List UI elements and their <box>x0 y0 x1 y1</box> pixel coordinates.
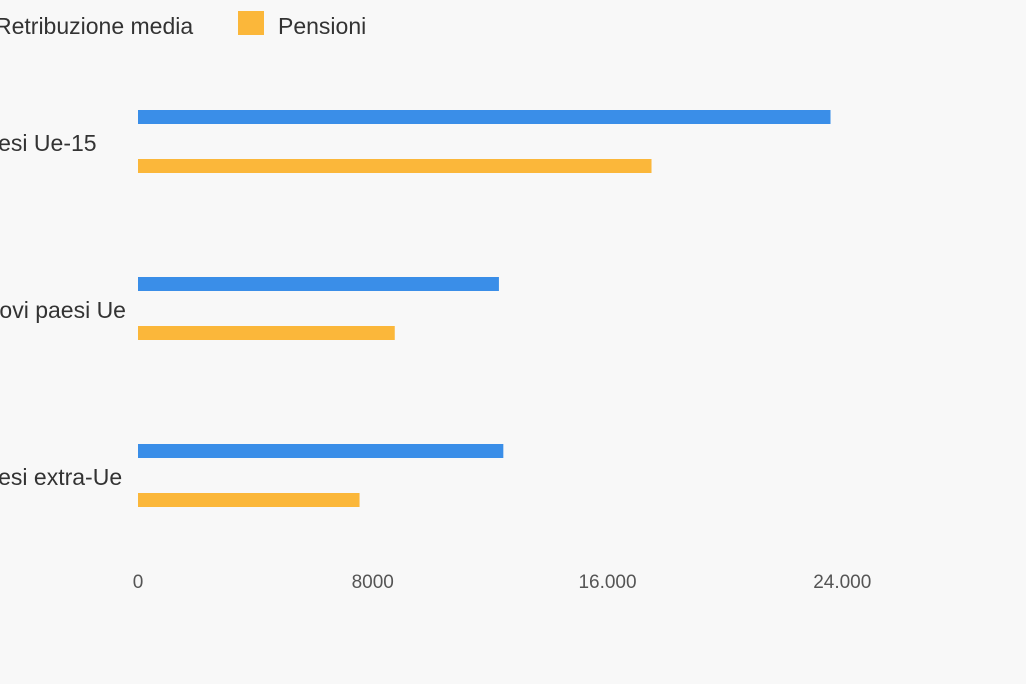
category-label-2: Paesi extra-Ue <box>0 464 122 490</box>
x-tick-label-0: 0 <box>133 572 144 593</box>
bar-0-0 <box>138 110 831 124</box>
bar-1-1 <box>138 326 395 340</box>
category-label-1: Nuovi paesi Ue <box>0 297 126 323</box>
bar-1-0 <box>138 159 652 173</box>
legend-swatch-1 <box>238 11 264 35</box>
x-tick-label-2: 16.000 <box>578 572 636 593</box>
bar-1-2 <box>138 493 360 507</box>
legend-label-0: Retribuzione media <box>0 13 193 39</box>
bar-0-1 <box>138 277 499 291</box>
x-tick-label-3: 24.000 <box>813 572 871 593</box>
legend-label-1: Pensioni <box>278 13 366 39</box>
category-label-0: Paesi Ue-15 <box>0 130 97 156</box>
x-tick-label-1: 8000 <box>352 572 394 593</box>
bar-0-2 <box>138 444 504 458</box>
